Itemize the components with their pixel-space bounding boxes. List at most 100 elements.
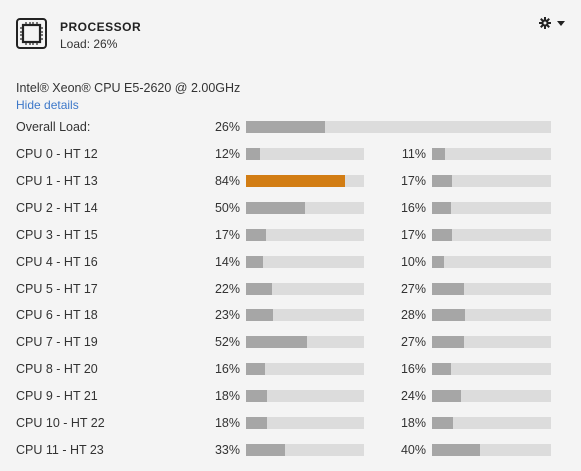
ht-load-bar-fill [432,443,480,456]
ht-load-bar-fill [432,148,445,160]
cpu-load-bar-track [246,148,364,160]
ht-load-bar-fill [432,282,464,295]
ht-load-bar-fill [432,174,452,187]
ht-load-percent: 28% [400,308,426,323]
load-summary: Load: 26% [60,37,118,51]
ht-load-percent: 11% [401,147,426,161]
cpu-load-bar-track [246,309,364,322]
cpu-load-bar-track [246,255,364,268]
cpu-row: CPU 8 - HT 20 16% 16% [0,362,581,376]
cpu-load-bar-fill [246,174,345,187]
cpu-load-percent: 22% [214,281,240,296]
cpu-load-bar-fill [246,201,305,214]
cpu-row: CPU 4 - HT 16 14% 10% [0,255,581,269]
cpu-row-label: CPU 0 - HT 12 [16,147,98,161]
cpu-row: CPU 11 - HT 23 33% 40% [0,443,581,457]
cpu-load-bar-track [246,174,364,187]
ht-load-bar-track [432,282,551,295]
cpu-load-bar-track [246,336,364,349]
cpu-row: CPU 7 - HT 19 52% 27% [0,335,581,349]
cpu-load-percent: 50% [214,200,240,215]
cpu-row-label: CPU 1 - HT 13 [16,173,98,188]
cpu-load-percent: 84% [214,173,240,188]
ht-load-percent: 40% [400,442,426,457]
ht-load-bar-track [432,309,551,322]
ht-load-bar-fill [432,255,444,268]
gear-icon[interactable] [538,16,552,30]
cpu-row-label: CPU 6 - HT 18 [16,308,98,323]
cpu-row: CPU 2 - HT 14 50% 16% [0,201,581,215]
ht-load-bar-track [432,363,551,376]
ht-load-bar-fill [432,201,451,214]
cpu-load-percent: 23% [214,308,240,323]
overall-load-bar-track [246,121,551,133]
overall-load-percent: 26% [214,120,240,134]
cpu-load-bar-track [246,282,364,295]
cpu-load-bar-track [246,417,364,429]
cpu-load-bar-track [246,363,364,376]
cpu-row-label: CPU 10 - HT 22 [16,416,105,430]
ht-load-percent: 10% [400,254,426,269]
cpu-load-percent: 33% [214,442,240,457]
cpu-load-percent: 18% [214,389,240,404]
ht-load-bar-fill [432,309,465,322]
cpu-row: CPU 9 - HT 21 18% 24% [0,389,581,403]
cpu-load-percent: 16% [214,362,240,377]
ht-load-percent: 17% [400,227,426,242]
cpu-load-bar-track [246,390,364,403]
cpu-row-label: CPU 7 - HT 19 [16,335,98,350]
cpu-load-bar-fill [246,228,266,241]
cpu-load-percent: 18% [214,416,240,430]
cpu-row-label: CPU 11 - HT 23 [16,442,104,457]
overall-load-row: Overall Load: 26% [0,120,581,134]
ht-load-bar-track [432,255,551,268]
overall-load-label: Overall Load: [16,120,91,134]
cpu-load-bar-fill [246,390,267,403]
ht-load-percent: 24% [400,389,426,404]
processor-chip-icon [16,18,47,49]
cpu-load-bar-fill [246,282,272,295]
ht-load-bar-track [432,228,551,241]
ht-load-bar-track [432,417,551,429]
cpu-load-bar-track [246,228,364,241]
cpu-row-label: CPU 2 - HT 14 [16,200,98,215]
cpu-model: Intel® Xeon® CPU E5-2620 @ 2.00GHz [16,81,241,95]
ht-load-bar-track [432,390,551,403]
ht-load-bar-fill [432,363,451,376]
ht-load-bar-track [432,174,551,187]
cpu-row: CPU 5 - HT 17 22% 27% [0,282,581,296]
hide-details-link[interactable]: Hide details [16,98,79,112]
ht-load-percent: 18% [400,416,426,430]
ht-load-percent: 27% [400,335,426,350]
ht-load-percent: 27% [400,281,426,296]
cpu-load-bar-fill [246,417,267,429]
cpu-load-percent: 12% [214,147,240,161]
ht-load-bar-track [432,201,551,214]
overall-load-bar-fill [246,121,325,133]
ht-load-bar-track [432,443,551,456]
cpu-load-bar-fill [246,336,307,349]
cpu-row: CPU 1 - HT 13 84% 17% [0,174,581,188]
panel-title: PROCESSOR [60,20,142,34]
cpu-row: CPU 10 - HT 22 18% 18% [0,416,581,430]
ht-load-bar-track [432,336,551,349]
cpu-row-label: CPU 4 - HT 16 [16,254,98,269]
cpu-row-label: CPU 8 - HT 20 [16,362,98,377]
cpu-load-bar-track [246,201,364,214]
cpu-load-bar-fill [246,148,260,160]
cpu-row-label: CPU 9 - HT 21 [16,389,98,404]
ht-load-bar-track [432,148,551,160]
ht-load-percent: 16% [400,362,426,377]
cpu-load-bar-fill [246,363,265,376]
cpu-row-label: CPU 5 - HT 17 [16,281,98,296]
ht-load-bar-fill [432,417,453,429]
caret-down-icon[interactable] [554,16,568,30]
ht-load-bar-fill [432,336,464,349]
cpu-load-bar-track [246,443,364,456]
cpu-row-label: CPU 3 - HT 15 [16,227,98,242]
ht-load-percent: 16% [400,200,426,215]
cpu-load-bar-fill [246,443,285,456]
ht-load-bar-fill [432,390,461,403]
cpu-load-bar-fill [246,255,263,268]
